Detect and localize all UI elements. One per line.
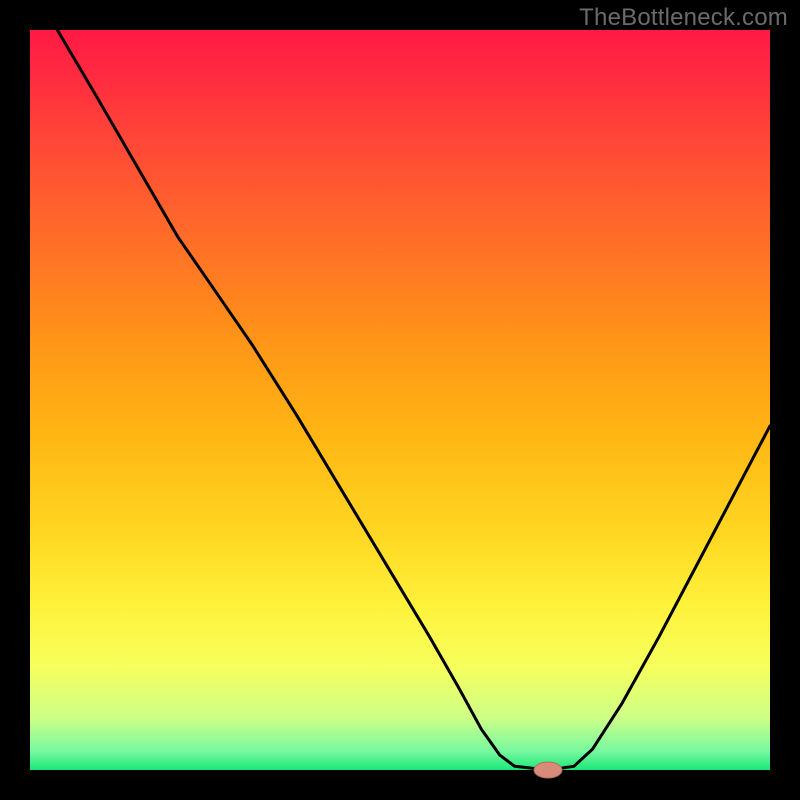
chart-svg (0, 0, 800, 800)
chart-root: TheBottleneck.com (0, 0, 800, 800)
optimum-marker (534, 762, 562, 778)
plot-area (30, 30, 770, 770)
